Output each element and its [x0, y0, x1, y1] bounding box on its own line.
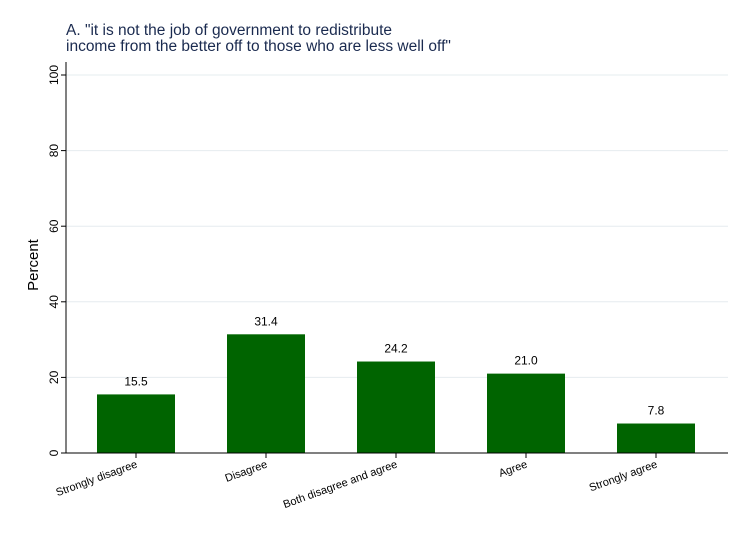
bars [97, 334, 695, 453]
x-tick-label: Strongly agree [588, 459, 659, 495]
chart-title: A. "it is not the job of government to r… [66, 22, 451, 55]
bar-value-label: 15.5 [124, 374, 148, 388]
bar [227, 334, 305, 453]
bar [617, 423, 695, 453]
data-labels: 15.5 31.4 24.2 21.0 7.8 [124, 314, 664, 417]
bar [357, 361, 435, 453]
gridlines [66, 74, 728, 378]
y-tick-label: 0 [47, 449, 61, 456]
bar [487, 373, 565, 453]
y-tick-label: 40 [47, 295, 61, 309]
y-tick-label: 100 [47, 65, 61, 85]
chart-title-line-1: A. "it is not the job of government to r… [66, 22, 392, 39]
y-tick-label: 80 [47, 144, 61, 158]
x-tick-label: Both disagree and agree [282, 459, 399, 511]
bar-value-label: 31.4 [254, 314, 278, 328]
x-tick-label: Strongly disagree [54, 459, 139, 500]
y-axis-ticks: 0 20 40 60 80 100 [47, 65, 66, 456]
y-tick-label: 20 [47, 370, 61, 384]
chart-title-line-2: income from the better off to those who … [66, 38, 451, 55]
x-axis-ticks: Strongly disagree Disagree Both disagree a… [54, 453, 659, 511]
bar-value-label: 21.0 [514, 354, 538, 368]
bar [97, 394, 175, 453]
x-tick-label: Disagree [224, 459, 269, 485]
x-tick-label: Agree [497, 459, 529, 480]
bar-value-label: 24.2 [384, 342, 408, 356]
bar-value-label: 7.8 [648, 404, 665, 418]
y-axis-label: Percent [25, 238, 42, 291]
y-tick-label: 60 [47, 219, 61, 233]
